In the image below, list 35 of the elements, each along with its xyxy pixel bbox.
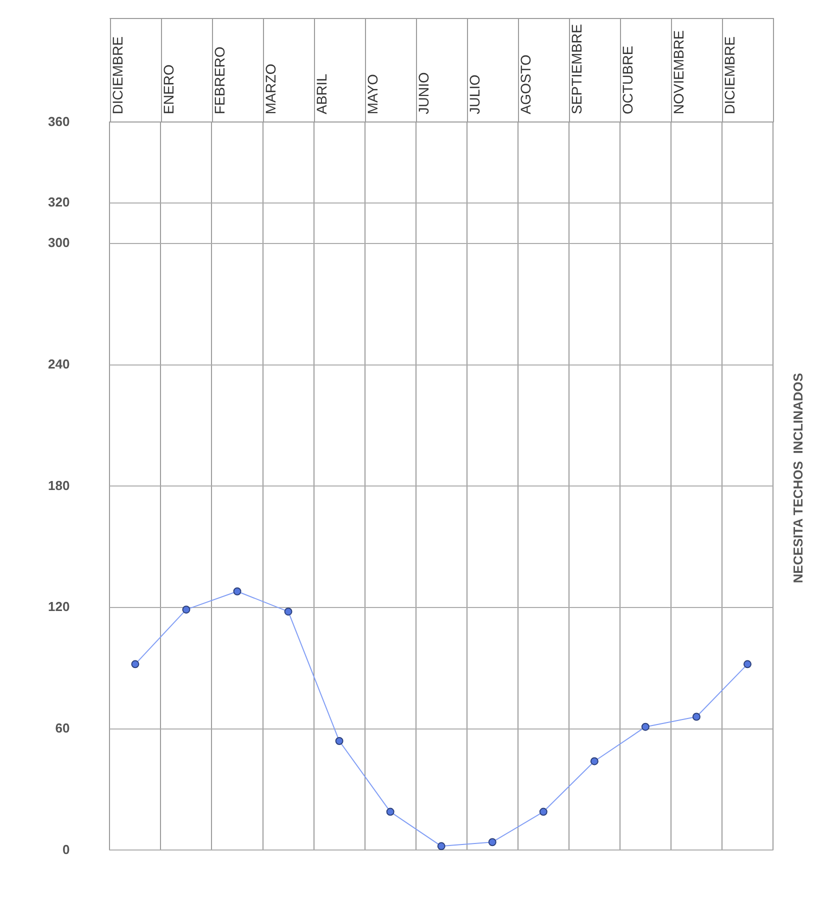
x-tick-label: ABRIL	[313, 74, 330, 114]
y-tick-label: 320	[48, 194, 70, 210]
x-tick-label: DICIEMBRE	[722, 36, 738, 114]
point	[386, 808, 394, 816]
x-tick-label: NOVIEMBRE	[670, 30, 687, 114]
x-tick-label: OCTUBRE	[620, 46, 636, 114]
point	[488, 838, 496, 846]
point	[437, 842, 446, 850]
point	[182, 606, 190, 614]
x-tick-label: ENERO	[160, 64, 176, 114]
x-tick-label: FEBRERO	[211, 46, 228, 114]
x-tick-label: MARZO	[262, 64, 278, 114]
point	[641, 722, 650, 731]
y-tick-label: 240	[48, 356, 70, 372]
point	[692, 712, 700, 721]
point	[131, 660, 140, 668]
x-tick-label: JUNIO	[415, 72, 432, 114]
x-tick-label: DICIEMBRE	[109, 36, 126, 114]
x-tick-label: SEPTIEMBRE	[568, 24, 584, 114]
x-tick-label: MAYO	[364, 74, 380, 114]
point	[284, 608, 292, 616]
point	[335, 737, 344, 746]
y-tick-label: 0	[62, 842, 70, 857]
y-tick-label: 180	[48, 478, 70, 493]
text: NECESITA TECHOS INCLINADOS	[790, 372, 806, 584]
x-tick-label: JULIO	[466, 74, 482, 114]
point	[233, 587, 242, 596]
y-tick-label: 300	[48, 235, 70, 250]
x-tick-label: AGOSTO	[517, 54, 534, 114]
point	[743, 660, 752, 668]
point	[590, 757, 598, 766]
point	[539, 808, 548, 816]
y-tick-label: 60	[55, 720, 70, 736]
y-tick-label: 120	[48, 599, 70, 614]
y-tick-label: 360	[48, 114, 70, 129]
